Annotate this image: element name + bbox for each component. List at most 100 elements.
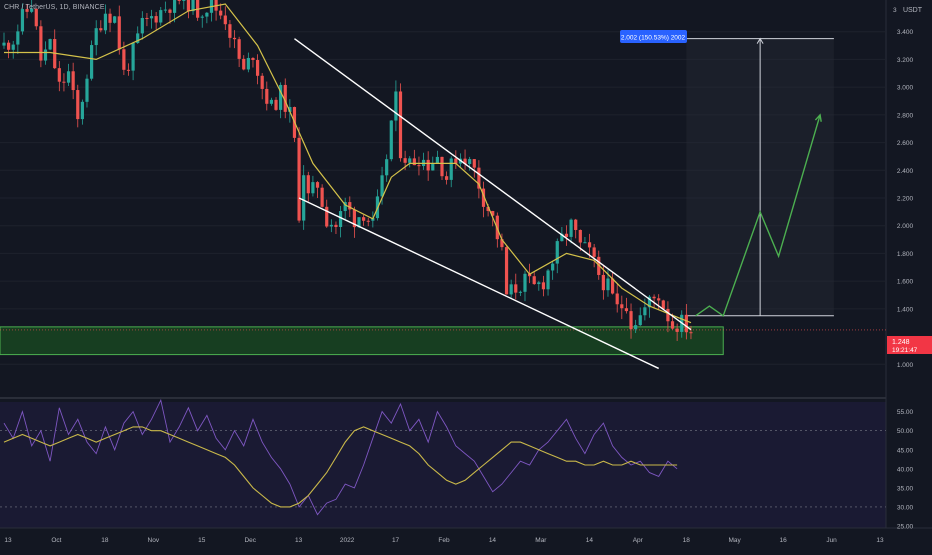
candle <box>311 175 315 197</box>
candle <box>186 0 191 19</box>
candle-body <box>182 0 186 1</box>
candle <box>689 325 693 340</box>
candle <box>643 298 647 321</box>
support-zone <box>0 326 724 356</box>
candle-body <box>468 159 472 165</box>
candle-body <box>551 263 555 271</box>
candle <box>11 40 15 59</box>
candle-body <box>251 57 255 61</box>
candle-body <box>509 284 513 295</box>
candle <box>574 218 578 239</box>
candle-body <box>117 16 121 50</box>
candle <box>297 127 301 223</box>
candle-body <box>149 16 154 19</box>
candle <box>541 275 546 297</box>
candle <box>426 151 430 181</box>
candle <box>463 149 467 170</box>
symbol-title[interactable]: CHR / TetherUS, 1D, BINANCE <box>4 4 105 11</box>
candle <box>30 0 34 14</box>
candle <box>145 12 149 27</box>
candle-body <box>108 13 112 23</box>
candle <box>398 83 403 162</box>
candle <box>661 299 665 310</box>
time-axis-ticks: 13 Oct 18 Nov 15 Dec 13 2022 17 Feb 14 Mar 14 Apr 18 Ma… <box>4 537 884 544</box>
candle-body <box>546 270 550 290</box>
candle <box>362 214 366 226</box>
candle <box>546 269 550 296</box>
candle <box>564 225 569 246</box>
candle-body <box>670 321 675 329</box>
time-tick-label: Mar <box>535 537 547 544</box>
candle-body <box>94 28 98 46</box>
rsi-axis-ticks: 55.00 50.00 45.00 40.00 35.00 30.00 25.00 <box>897 409 914 530</box>
candle-body <box>7 42 11 50</box>
candle <box>172 0 177 23</box>
candle <box>48 38 52 51</box>
candle <box>504 246 509 295</box>
projection-label-text: 2.002 (150.53%) 2002 <box>621 35 686 42</box>
candle-body <box>2 42 6 46</box>
price-axis-currency: USDT <box>903 7 923 14</box>
candle-body <box>172 0 177 13</box>
candle <box>255 54 260 85</box>
candle <box>449 156 453 188</box>
time-tick-label: 2022 <box>340 537 355 544</box>
candle-body <box>297 137 301 221</box>
candle <box>85 74 89 108</box>
candle <box>20 3 25 35</box>
candle <box>99 20 103 33</box>
candle-body <box>71 71 75 91</box>
candle-body <box>417 165 421 167</box>
candle-body <box>168 9 172 13</box>
candle <box>500 233 504 251</box>
price-tick-label: 2.800 <box>897 112 914 119</box>
candle <box>624 297 629 314</box>
candle <box>389 120 393 162</box>
candle-body <box>491 210 495 216</box>
time-tick-label: Dec <box>244 537 256 544</box>
candle-body <box>25 9 29 12</box>
candle <box>108 8 112 33</box>
price-tick-label: 2.400 <box>897 168 914 175</box>
price-axis-ticks: 3.400 3.200 3.000 2.800 2.600 2.400 2.200 2.000… <box>897 29 914 369</box>
candle <box>62 73 66 92</box>
candle <box>569 218 573 244</box>
candle-body <box>528 273 532 277</box>
candle-body <box>242 58 246 70</box>
candle-body <box>205 12 209 17</box>
candle <box>417 156 421 176</box>
moving-average-line <box>4 3 692 324</box>
candle <box>16 24 20 54</box>
rsi-pane-background <box>0 402 886 528</box>
candle-body <box>564 233 569 237</box>
candle-body <box>306 175 310 194</box>
candle-body <box>574 219 578 230</box>
candle <box>343 197 347 220</box>
candle <box>454 150 458 169</box>
candle-body <box>122 49 126 70</box>
candle-body <box>325 206 329 227</box>
candle <box>279 82 283 119</box>
price-tick-label: 2.600 <box>897 140 914 147</box>
time-tick-label: May <box>729 537 742 544</box>
candle <box>445 171 449 185</box>
candle <box>57 61 61 92</box>
candle-body <box>62 81 66 83</box>
candle-body <box>338 211 343 227</box>
candle <box>228 19 232 48</box>
candle <box>472 158 476 178</box>
candle <box>265 81 269 111</box>
candle-body <box>555 241 559 264</box>
candle-body <box>30 8 34 12</box>
rsi-tick-label: 50.00 <box>897 428 914 435</box>
candle-body <box>523 273 527 292</box>
candle <box>481 181 486 218</box>
candle-body <box>186 0 191 12</box>
candle <box>66 63 71 87</box>
candle-body <box>500 239 504 248</box>
candle-body <box>592 247 596 257</box>
rsi-tick-label: 55.00 <box>897 409 914 416</box>
candle-body <box>352 209 356 228</box>
